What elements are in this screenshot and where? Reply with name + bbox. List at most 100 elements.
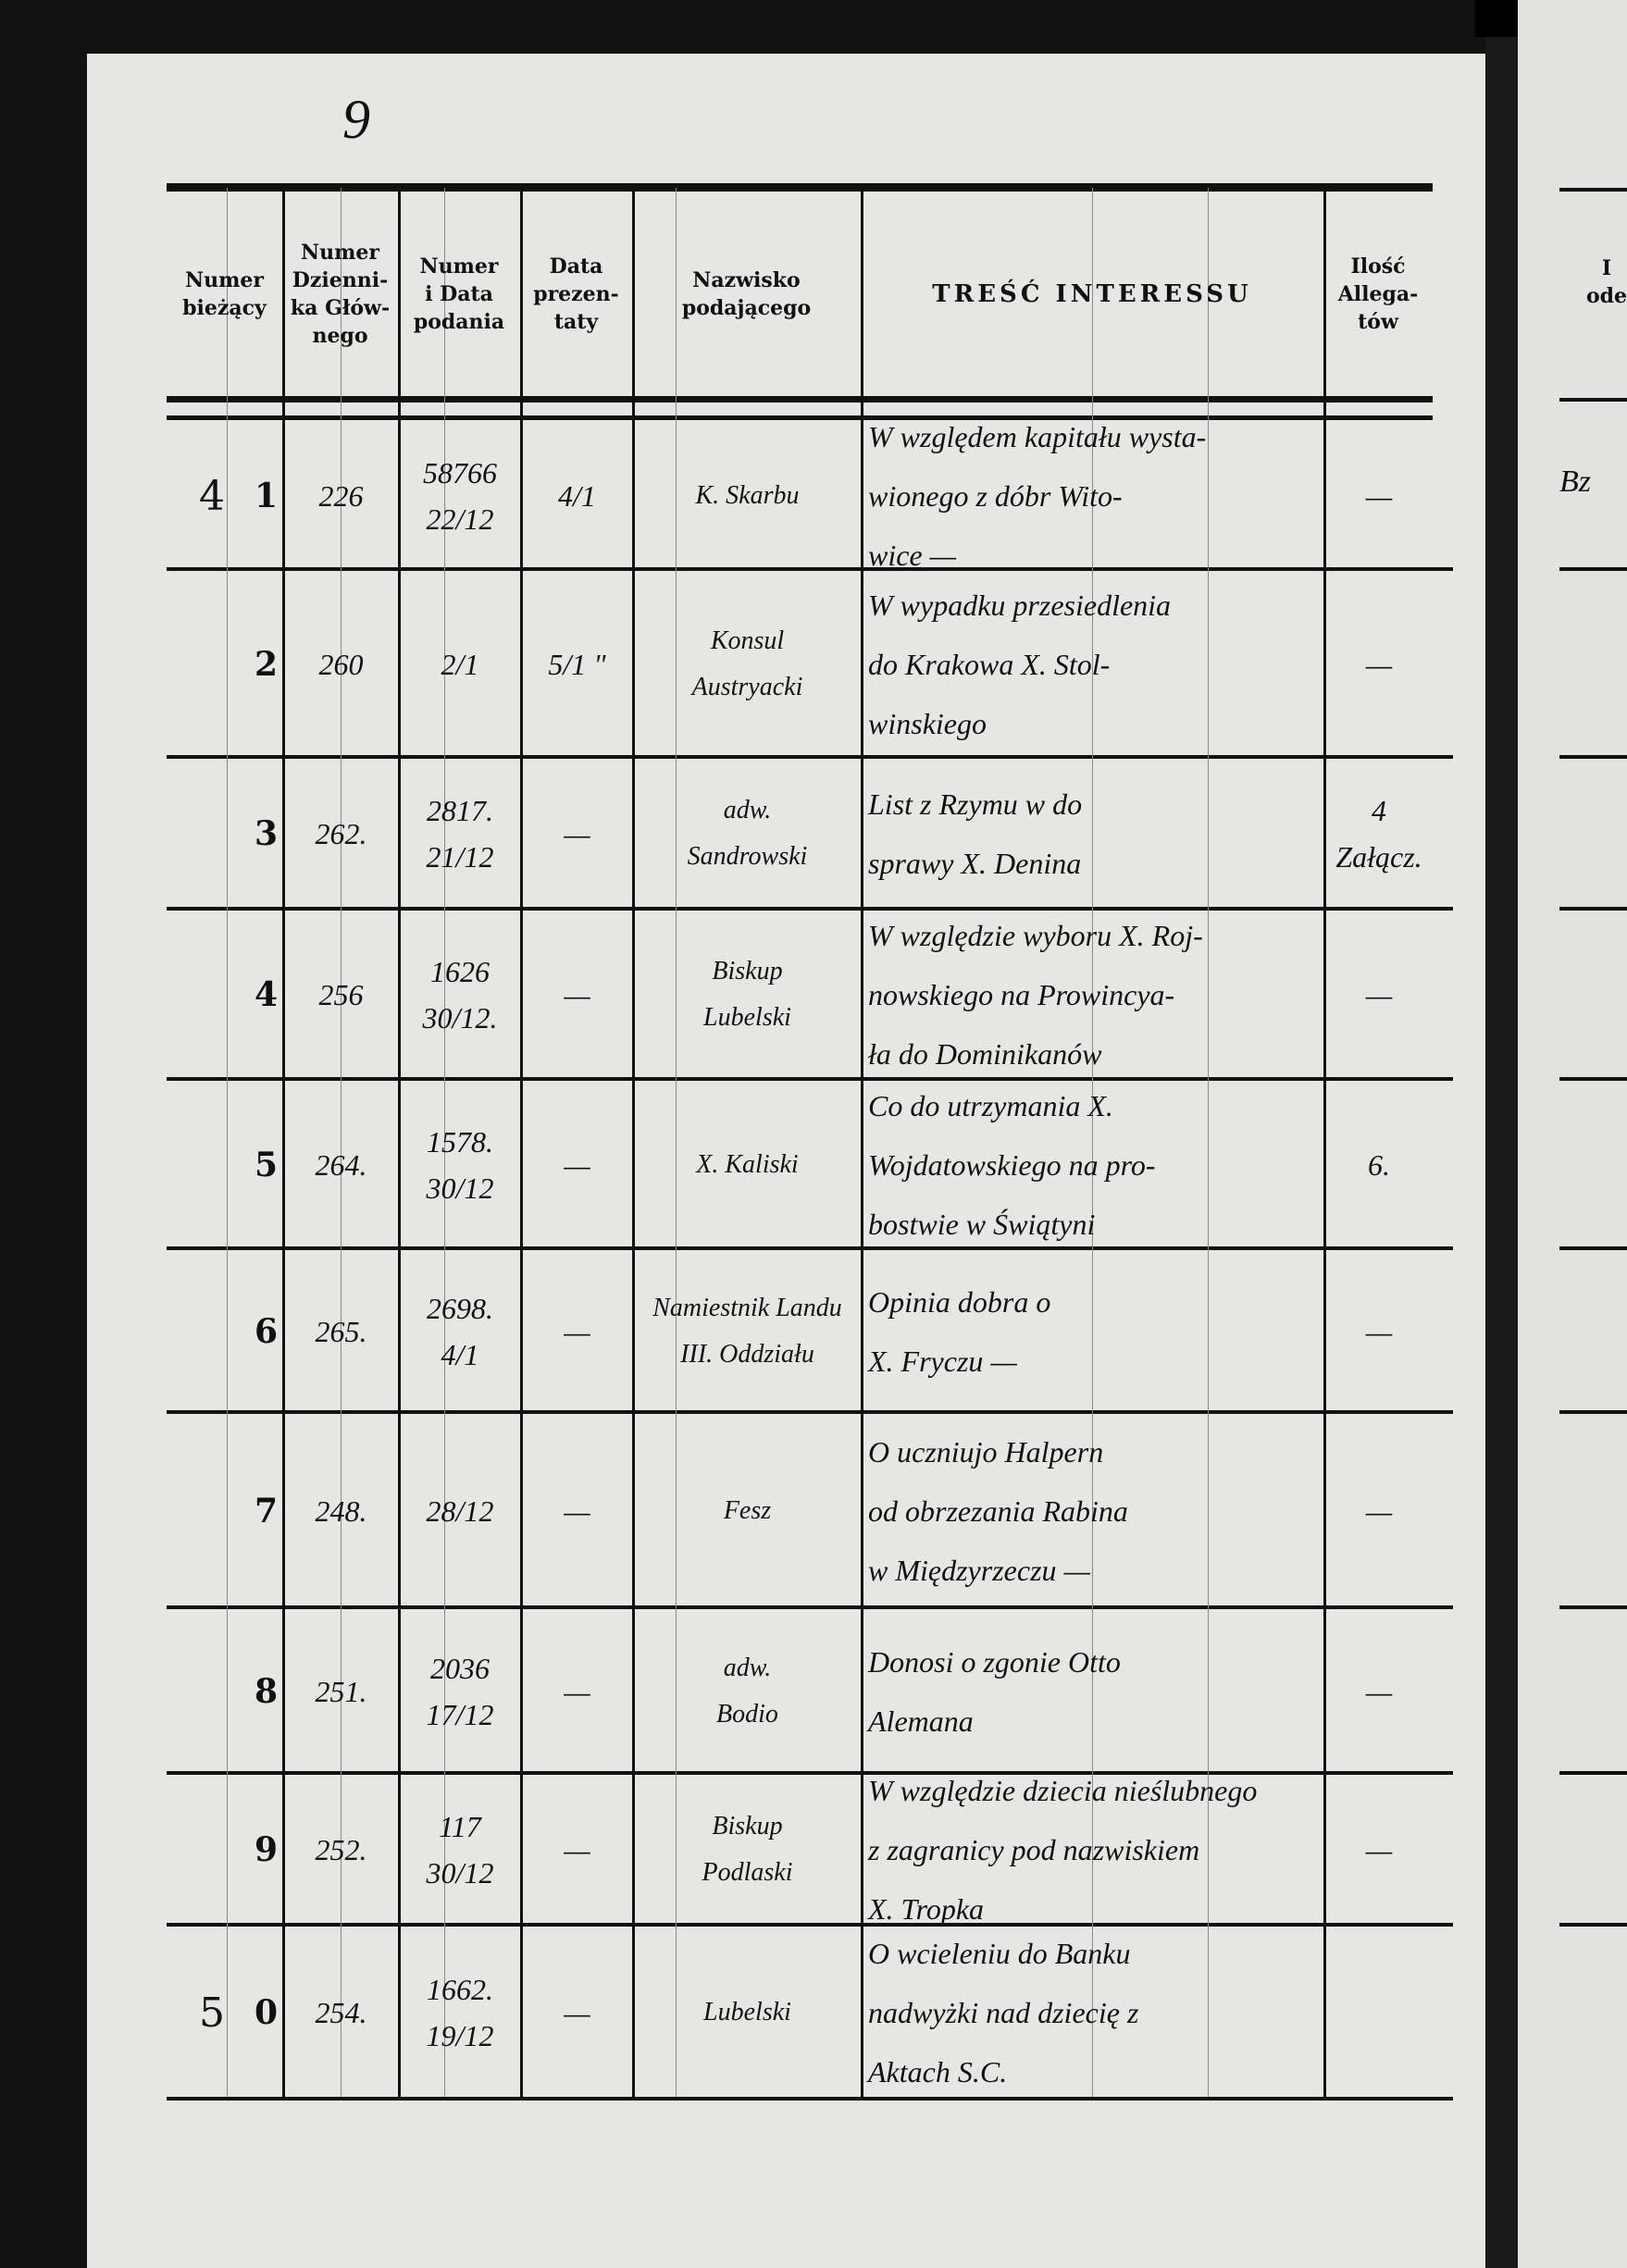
cell-allegaty: 4 Załącz. — [1335, 794, 1422, 874]
cell-numer-data: 2817. 21/12 — [426, 794, 494, 874]
next-page-rule — [1559, 755, 1627, 759]
row-number: 2 — [254, 644, 278, 684]
column-header: TREŚĆ INTERESSU — [932, 279, 1252, 308]
cell-nazwisko: Biskup Lubelski — [703, 957, 791, 1032]
cell-dziennik: 248. — [315, 1493, 367, 1528]
cell-allegaty: — — [1365, 479, 1393, 513]
column-rule — [520, 188, 523, 2097]
cell-dziennik: 251. — [315, 1674, 367, 1708]
row-rule — [167, 1077, 1453, 1081]
next-page-rule — [1559, 1771, 1627, 1775]
cell-nazwisko: adw. Bodio — [716, 1653, 778, 1729]
column-header: Numer Dzienni- ka Głów- nego — [290, 240, 391, 348]
cell-tresc: W względzie dziecia nieślubnego z zagran… — [868, 1774, 1258, 1926]
cell-prezentaty: — — [564, 1493, 590, 1528]
row-rule — [167, 1410, 1453, 1414]
next-page-rule — [1559, 1923, 1627, 1927]
cell-allegaty: — — [1365, 978, 1393, 1011]
row-number: 6 — [254, 1311, 278, 1351]
cell-prezentaty: — — [564, 1996, 590, 2029]
ruling-line — [1208, 188, 1209, 2097]
cell-tresc: W wypadku przesiedlenia do Krakowa X. St… — [868, 588, 1172, 740]
cell-prezentaty: — — [564, 1314, 590, 1348]
row-rule — [167, 567, 1453, 571]
row-rule — [167, 1923, 1453, 1927]
column-header: Nazwisko podającego — [681, 267, 812, 320]
next-page-rule — [1559, 398, 1627, 402]
cell-tresc: O uczniujo Halpern od obrzezania Rabina … — [868, 1434, 1128, 1587]
cell-numer-data: 2036 17/12 — [426, 1651, 494, 1731]
cell-allegaty: 6. — [1368, 1147, 1390, 1182]
next-page-rule — [1559, 567, 1627, 571]
row-number: 3 — [254, 814, 278, 853]
cell-dziennik: 264. — [315, 1147, 367, 1182]
next-page-header: I ode — [1585, 256, 1627, 308]
column-rule — [282, 188, 285, 2097]
row-number: 5 — [254, 1145, 278, 1184]
cell-tresc: Opinia dobra o X. Fryczu — — [868, 1284, 1051, 1378]
ruling-line — [676, 188, 677, 2097]
row-rule — [167, 755, 1453, 759]
cell-nazwisko: K. Skarbu — [695, 481, 800, 510]
column-header: Numer i Data podania — [413, 254, 505, 334]
cell-numer-data: 1626 30/12. — [422, 955, 498, 1035]
cell-prezentaty: — — [564, 1147, 590, 1182]
row-rule — [167, 907, 1453, 911]
row-number: 8 — [254, 1671, 278, 1711]
cell-tresc: Donosi o zgonie Otto Alemana — [868, 1644, 1121, 1738]
column-header: Ilość Allega- tów — [1337, 254, 1419, 334]
margin-number: 4 — [199, 472, 225, 520]
next-page-rule — [1559, 907, 1627, 911]
cell-prezentaty: — — [564, 1833, 590, 1866]
column-header: Data prezen- taty — [533, 254, 619, 334]
cell-nazwisko: Namiestnik Landu III. Oddziału — [652, 1293, 842, 1369]
page-number: 9 — [342, 89, 370, 150]
header-bottom-rule — [167, 396, 1433, 403]
row-number: 7 — [254, 1491, 278, 1531]
next-page-rule — [1559, 1077, 1627, 1081]
cell-tresc: Co do utrzymania X. Wojdatowskiego na pr… — [868, 1088, 1156, 1241]
next-page-fragment — [1518, 0, 1627, 2268]
cell-nazwisko: X. Kaliski — [696, 1149, 799, 1179]
cell-nazwisko: Biskup Podlaski — [702, 1812, 793, 1887]
cell-tresc: W względzie wyboru X. Roj- nowskiego na … — [868, 919, 1203, 1071]
next-page-cell: Bz — [1559, 465, 1591, 499]
cell-numer-data: 1662. 19/12 — [426, 1973, 494, 2052]
page-gutter — [1485, 0, 1518, 2268]
row-number: 4 — [254, 975, 278, 1014]
row-rule — [167, 1246, 1453, 1250]
cell-tresc: W względem kapitału wysta- wionego z dób… — [868, 420, 1207, 572]
cell-prezentaty: — — [564, 817, 590, 850]
column-rule — [632, 188, 635, 2097]
cell-dziennik: 260 — [318, 647, 364, 681]
ruling-line — [227, 188, 228, 2097]
cell-dziennik: 252. — [315, 1833, 367, 1866]
cell-dziennik: 226 — [318, 479, 364, 513]
cell-numer-data: 117 30/12 — [426, 1810, 494, 1890]
column-header: Numer bieżący — [182, 267, 267, 320]
next-page-rule — [1559, 1246, 1627, 1250]
ruling-line — [1092, 188, 1093, 2097]
cell-prezentaty: 5/1 " — [548, 647, 606, 681]
cell-dziennik: 265. — [315, 1314, 367, 1348]
cell-dziennik: 254. — [315, 1996, 367, 2029]
ruling-line — [444, 188, 445, 2097]
row-rule — [167, 2097, 1453, 2101]
column-rule — [861, 188, 863, 2097]
cell-prezentaty: — — [564, 1674, 590, 1708]
row-number: 9 — [254, 1830, 278, 1869]
cell-numer-data: 28/12 — [426, 1493, 494, 1528]
cell-allegaty: — — [1365, 647, 1393, 681]
margin-number: 5 — [199, 1989, 225, 2037]
column-rule — [1323, 188, 1326, 2097]
cell-numer-data: 2/1 — [441, 647, 479, 681]
header-top-rule — [167, 183, 1433, 192]
next-page-rule — [1559, 1605, 1627, 1609]
cell-dziennik: 262. — [315, 817, 367, 850]
scan-edge — [1475, 0, 1518, 37]
row-number: 1 — [254, 477, 278, 515]
cell-nazwisko: Konsul Austryacki — [691, 626, 803, 701]
cell-numer-data: 58766 22/12 — [423, 456, 497, 536]
row-number: 0 — [254, 1993, 278, 2032]
row-rule — [167, 1605, 1453, 1609]
